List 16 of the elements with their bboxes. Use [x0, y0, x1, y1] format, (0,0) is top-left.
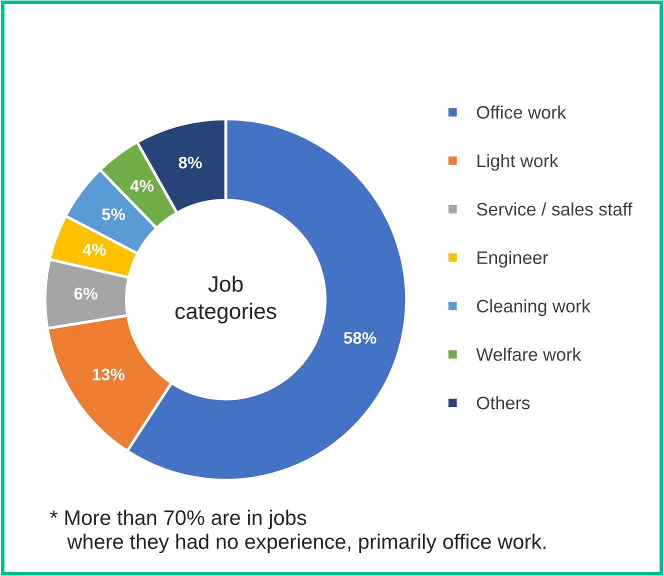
legend-label: Office work — [476, 106, 566, 119]
legend-label: Others — [476, 396, 530, 410]
data-label: 6% — [74, 288, 98, 300]
text: Job categories — [175, 276, 276, 324]
legend-label: Service / sales staff — [476, 202, 632, 216]
data-label: 4% — [82, 244, 106, 256]
legend-label: Welfare work — [476, 348, 582, 361]
data-label: 5% — [102, 208, 126, 220]
legend-label: Light work — [478, 154, 558, 171]
data-label: 8% — [178, 156, 202, 169]
legend-label: Cleaning work — [477, 299, 591, 316]
data-label: 4% — [130, 180, 154, 192]
legend-label: Engineer — [478, 250, 548, 268]
text: * More than 70% are in jobs where they had no experience, primarily office work. — [50, 510, 546, 554]
data-label: 13% — [92, 368, 125, 380]
data-label: 58% — [344, 332, 376, 344]
